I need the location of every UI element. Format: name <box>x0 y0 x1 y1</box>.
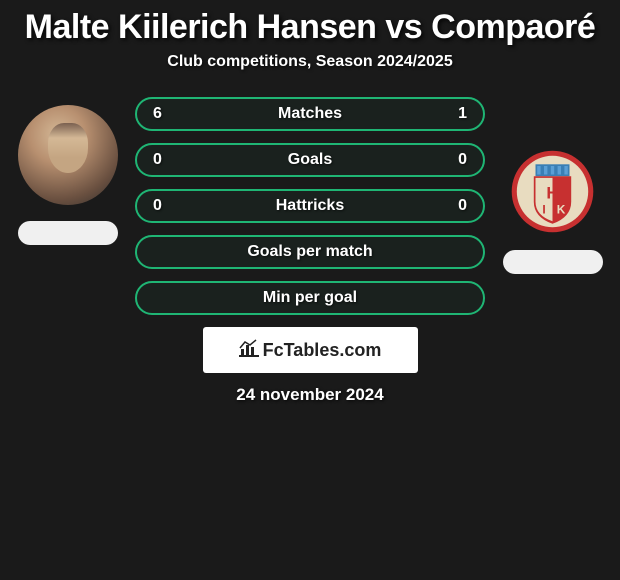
stat-left-value: 0 <box>153 151 173 169</box>
logo-text-content: FcTables.com <box>263 340 382 361</box>
stat-right-value: 0 <box>447 197 467 215</box>
subtitle: Club competitions, Season 2024/2025 <box>10 53 610 89</box>
fctables-logo-box[interactable]: FcTables.com <box>203 327 418 373</box>
stat-row-hattricks: 0 Hattricks 0 <box>135 189 485 223</box>
player-left-club-pill <box>18 221 118 245</box>
stat-left-value: 0 <box>153 197 173 215</box>
stat-left-value: 6 <box>153 105 173 123</box>
main-area: H I K 6 Matches 1 0 Goals 0 0 Hattricks <box>10 89 610 405</box>
stat-row-matches: 6 Matches 1 <box>135 97 485 131</box>
stat-row-goals-per-match: Goals per match <box>135 235 485 269</box>
player-right-team-badge: H I K <box>510 149 595 234</box>
comparison-card: Malte Kiilerich Hansen vs Compaoré Club … <box>0 0 620 405</box>
stat-row-goals: 0 Goals 0 <box>135 143 485 177</box>
player-left-avatar <box>18 105 118 205</box>
fctables-logo: FcTables.com <box>239 339 382 362</box>
stat-label: Hattricks <box>276 197 344 215</box>
stats-block: 6 Matches 1 0 Goals 0 0 Hattricks 0 Goal… <box>135 89 485 315</box>
svg-text:K: K <box>557 203 566 217</box>
stat-right-value: 0 <box>447 151 467 169</box>
player-left-block <box>10 105 125 245</box>
stat-label: Min per goal <box>263 289 357 307</box>
chart-icon <box>239 339 259 362</box>
player-right-club-pill <box>503 250 603 274</box>
svg-text:I: I <box>542 203 545 217</box>
player-right-block: H I K <box>495 149 610 274</box>
stat-row-min-per-goal: Min per goal <box>135 281 485 315</box>
stat-label: Goals <box>288 151 332 169</box>
stat-label: Matches <box>278 105 342 123</box>
stat-right-value: 1 <box>447 105 467 123</box>
stat-label: Goals per match <box>247 243 372 261</box>
page-title: Malte Kiilerich Hansen vs Compaoré <box>10 0 610 53</box>
date-label: 24 november 2024 <box>10 385 610 405</box>
svg-text:H: H <box>546 183 558 202</box>
